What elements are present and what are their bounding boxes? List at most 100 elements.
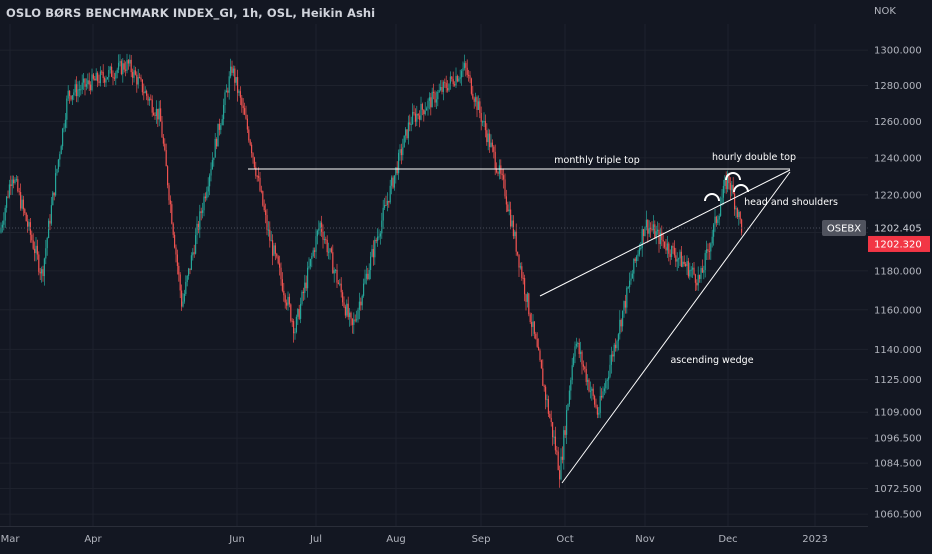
- candle-body: [596, 407, 598, 415]
- candle-body: [601, 395, 603, 398]
- candle-body: [64, 119, 66, 128]
- candle-body: [577, 342, 579, 344]
- candle-body: [732, 184, 734, 194]
- candle-body: [414, 113, 416, 122]
- candle-body: [297, 308, 299, 317]
- candle-body: [606, 379, 608, 381]
- candle-body: [557, 451, 559, 471]
- candle-body: [350, 312, 352, 319]
- candle-body: [8, 184, 10, 197]
- candle-body: [615, 344, 617, 349]
- candle-body: [182, 301, 184, 307]
- price-tick-label: 1160.000: [874, 305, 922, 316]
- candle-body: [364, 278, 366, 284]
- candle-body: [456, 76, 458, 82]
- candle-body: [49, 220, 51, 224]
- candle-body: [266, 215, 268, 230]
- candle-body: [542, 368, 544, 386]
- candle-body: [378, 236, 380, 238]
- candle-body: [1, 224, 3, 228]
- candle-body: [144, 90, 146, 93]
- candle-body: [644, 227, 646, 237]
- symbol-tag-label: OSEBX: [827, 223, 861, 234]
- candle-body: [119, 61, 121, 63]
- candle-body: [374, 239, 376, 258]
- candle-body: [172, 223, 174, 235]
- candle-body: [298, 308, 300, 319]
- candle-body: [591, 388, 593, 391]
- candle-body: [531, 322, 533, 327]
- candle-body: [358, 301, 360, 310]
- candle-body: [559, 470, 561, 480]
- price-tick-label: 1300.000: [874, 46, 922, 57]
- candle-body: [440, 86, 442, 91]
- candle-body: [689, 270, 691, 277]
- candle-body: [630, 278, 632, 281]
- candle-body: [148, 98, 150, 101]
- candle-body: [52, 192, 54, 206]
- candle-body: [664, 241, 666, 248]
- candle-body: [290, 304, 292, 321]
- candle-body: [686, 261, 688, 267]
- candle-body: [140, 77, 142, 80]
- candle-body: [259, 177, 261, 191]
- candle-body: [578, 342, 580, 355]
- candle-body: [617, 334, 619, 342]
- candle-body: [155, 108, 157, 116]
- candle-body: [98, 81, 100, 84]
- candle-body: [14, 179, 16, 184]
- candle-body: [73, 92, 75, 96]
- last-price-tag: 1202.320: [874, 239, 922, 250]
- candle-body: [255, 167, 257, 176]
- candle-body: [694, 274, 696, 283]
- candle-body: [634, 258, 636, 262]
- candle-body: [108, 69, 110, 78]
- candle-body: [631, 273, 633, 279]
- candle-body: [549, 413, 551, 418]
- top-arc: [733, 184, 749, 193]
- candle-body: [185, 281, 187, 294]
- candle-body: [56, 169, 58, 174]
- candle-body: [314, 250, 316, 252]
- candle-body: [193, 252, 195, 254]
- candle-body: [91, 74, 93, 91]
- candle-body: [346, 303, 348, 316]
- candle-body: [162, 137, 164, 144]
- candle-body: [452, 79, 454, 85]
- candle-body: [244, 108, 246, 115]
- candle-body: [645, 219, 647, 228]
- candle-body: [270, 240, 272, 242]
- candle-body: [190, 255, 192, 270]
- time-axis[interactable]: Mar Apr Jun Jul Aug Sep Oct Nov Dec 2023: [0, 526, 868, 546]
- candle-body: [67, 90, 69, 99]
- candle-body: [692, 267, 694, 270]
- candle-body: [543, 385, 545, 387]
- symbol-value-bg: [868, 219, 930, 236]
- candle-body: [598, 412, 600, 415]
- candle-body: [367, 273, 369, 280]
- candle-body: [22, 199, 24, 210]
- candle-body: [608, 376, 610, 380]
- candle-body: [197, 223, 199, 230]
- candle-body: [94, 78, 96, 81]
- candle-body: [171, 204, 173, 224]
- candle-body: [361, 295, 363, 306]
- candle-body: [398, 152, 400, 174]
- candle-body: [344, 306, 346, 316]
- candle-body: [547, 399, 549, 414]
- price-axis[interactable]: 1300.000 1280.000 1260.000 1240.000 1220.000…: [822, 46, 930, 521]
- candle-body: [532, 321, 534, 327]
- candle-body: [84, 78, 86, 87]
- candle-body: [438, 90, 440, 93]
- candle-body: [678, 258, 680, 260]
- candle-body: [633, 258, 635, 274]
- candle-body: [595, 404, 597, 408]
- candle-body: [186, 275, 188, 282]
- candle-body: [66, 98, 68, 120]
- candle-body: [28, 222, 30, 227]
- candle-body: [183, 293, 185, 302]
- candle-body: [39, 271, 41, 274]
- candle-body: [445, 83, 447, 89]
